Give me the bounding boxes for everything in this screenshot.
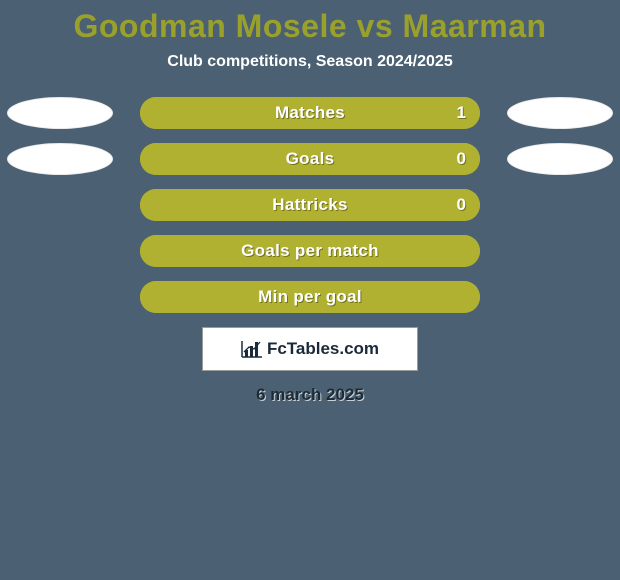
stat-label: Goals per match — [241, 241, 379, 261]
source-logo-text: FcTables.com — [267, 339, 379, 359]
comparison-infographic: Goodman Mosele vs Maarman Club competiti… — [0, 0, 620, 580]
stat-label: Goals — [286, 149, 335, 169]
stat-bar: Goals per match — [140, 235, 480, 267]
date-label: 6 march 2025 — [256, 385, 364, 405]
page-subtitle: Club competitions, Season 2024/2025 — [167, 53, 452, 71]
stat-row-matches: Matches 1 — [0, 97, 620, 129]
stat-value: 0 — [457, 195, 466, 215]
stat-rows: Matches 1 Goals 0 Hattricks 0 — [0, 97, 620, 313]
page-title: Goodman Mosele vs Maarman — [73, 8, 546, 45]
stat-label: Hattricks — [272, 195, 347, 215]
stat-row-goals-per-match: Goals per match — [0, 235, 620, 267]
stat-bar: Min per goal — [140, 281, 480, 313]
stat-row-hattricks: Hattricks 0 — [0, 189, 620, 221]
player-right-marker — [507, 97, 613, 129]
stat-row-min-per-goal: Min per goal — [0, 281, 620, 313]
stat-row-goals: Goals 0 — [0, 143, 620, 175]
stat-bar: Hattricks 0 — [140, 189, 480, 221]
stat-label: Min per goal — [258, 287, 362, 307]
stat-value: 1 — [457, 103, 466, 123]
stat-bar: Goals 0 — [140, 143, 480, 175]
player-left-marker — [7, 143, 113, 175]
player-left-marker — [7, 97, 113, 129]
bar-chart-icon — [241, 340, 263, 358]
stat-value: 0 — [457, 149, 466, 169]
stat-bar: Matches 1 — [140, 97, 480, 129]
player-right-marker — [507, 143, 613, 175]
source-logo: FcTables.com — [202, 327, 418, 371]
stat-label: Matches — [275, 103, 345, 123]
